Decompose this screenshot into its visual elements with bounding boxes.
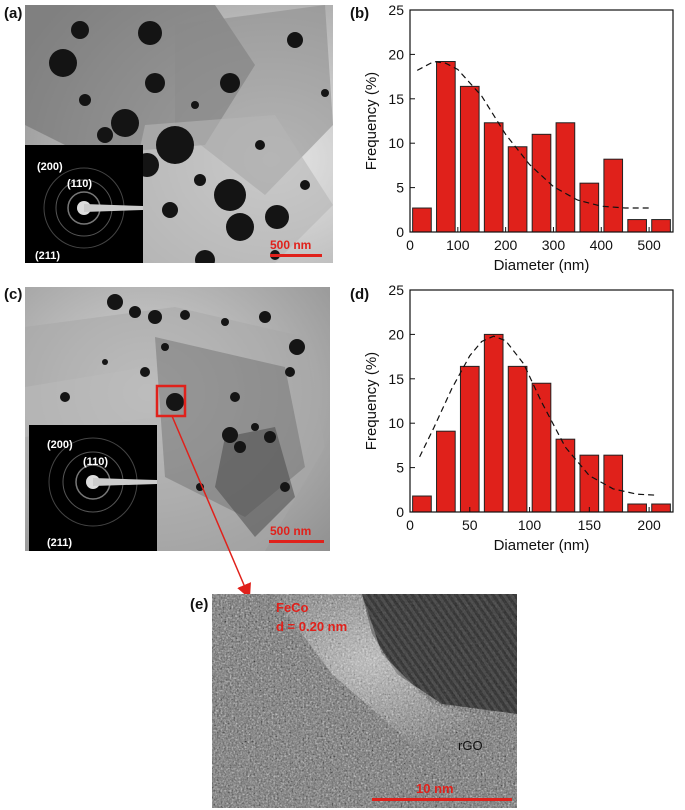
x-tick-label: 0 bbox=[406, 517, 414, 533]
x-tick-label: 150 bbox=[578, 517, 602, 533]
histogram-bar bbox=[627, 503, 647, 513]
scale-bar-e-label: 10 nm bbox=[416, 781, 454, 796]
scale-bar-c: 500 nm bbox=[269, 524, 324, 543]
x-tick-label: 500 bbox=[637, 237, 661, 253]
saed-inset-a: (200) (110) (211) bbox=[25, 145, 143, 263]
x-axis-label: Diameter (nm) bbox=[494, 537, 590, 554]
histogram-bar bbox=[603, 454, 624, 513]
histogram-bar bbox=[436, 430, 456, 513]
y-tick-label: 10 bbox=[388, 135, 404, 151]
histogram-bar bbox=[531, 382, 552, 513]
panel-label-c: (c) bbox=[4, 286, 23, 303]
panel-label-e: (e) bbox=[190, 596, 209, 613]
saed-c-110: (110) bbox=[83, 456, 108, 468]
y-axis-label: Frequency (%) bbox=[363, 72, 380, 170]
scale-bar-a-label: 500 nm bbox=[270, 238, 311, 252]
histogram-bar bbox=[651, 503, 671, 513]
saed-c-211: (211) bbox=[47, 537, 72, 549]
y-tick-label: 15 bbox=[388, 371, 404, 387]
histogram-bar bbox=[483, 333, 504, 513]
hrtem-image-e: FeCo d = 0.20 nm rGO 10 nm bbox=[212, 594, 517, 808]
panel-label-a: (a) bbox=[4, 5, 23, 22]
scale-bar-a: 500 nm bbox=[270, 238, 322, 257]
tem-image-a: (200) (110) (211) 500 nm bbox=[25, 5, 333, 263]
plot-frame bbox=[409, 9, 674, 233]
x-tick-label: 100 bbox=[518, 517, 542, 533]
annot-feco: FeCo bbox=[276, 600, 309, 615]
y-axis-label: Frequency (%) bbox=[363, 352, 380, 450]
plot-frame bbox=[409, 289, 674, 513]
x-tick-label: 0 bbox=[406, 237, 414, 253]
y-tick-label: 0 bbox=[396, 224, 404, 240]
x-tick-label: 200 bbox=[637, 517, 661, 533]
y-tick-label: 25 bbox=[388, 2, 404, 18]
x-tick-label: 200 bbox=[494, 237, 518, 253]
saed-a-200: (200) bbox=[37, 161, 63, 173]
annot-d-spacing: d = 0.20 nm bbox=[276, 619, 347, 634]
y-tick-label: 25 bbox=[388, 282, 404, 298]
selection-box bbox=[155, 384, 187, 418]
fit-curve bbox=[419, 335, 656, 496]
histogram-bar bbox=[507, 365, 528, 513]
x-tick-label: 300 bbox=[542, 237, 566, 253]
histogram-b: 0 100 200 300 400 500 0 5 10 15 20 25 Diameter (nm) F… bbox=[363, 2, 674, 274]
x-tick-label: 100 bbox=[446, 237, 470, 253]
x-tick-label: 400 bbox=[590, 237, 614, 253]
saed-c-200: (200) bbox=[47, 439, 73, 451]
annot-rgo: rGO bbox=[458, 738, 483, 753]
y-tick-label: 0 bbox=[396, 504, 404, 520]
saed-a-110: (110) bbox=[67, 178, 92, 190]
x-axis-label: Diameter (nm) bbox=[494, 257, 590, 274]
fit-curve bbox=[416, 60, 650, 209]
y-tick-label: 10 bbox=[388, 415, 404, 431]
x-tick-label: 50 bbox=[462, 517, 478, 533]
histogram-bar bbox=[459, 365, 480, 513]
scale-bar-e: 10 nm bbox=[372, 781, 512, 801]
scale-bar-c-label: 500 nm bbox=[270, 524, 311, 538]
histogram-bar bbox=[555, 438, 576, 513]
panel-label-b: (b) bbox=[350, 5, 370, 22]
histogram-bar bbox=[579, 454, 600, 513]
y-tick-label: 5 bbox=[396, 180, 404, 196]
saed-inset-c: (200) (110) (211) bbox=[29, 425, 157, 551]
y-tick-label: 20 bbox=[388, 326, 404, 342]
y-tick-label: 20 bbox=[388, 46, 404, 62]
histogram-d: 0 50 100 150 200 0 5 10 15 20 25 Diameter (nm) Frequ… bbox=[363, 282, 674, 554]
saed-a-211: (211) bbox=[35, 250, 60, 262]
y-tick-label: 15 bbox=[388, 91, 404, 107]
tem-image-c: (200) (110) (211) 500 nm bbox=[25, 287, 330, 551]
panel-label-d: (d) bbox=[350, 286, 370, 303]
y-tick-label: 5 bbox=[396, 460, 404, 476]
histogram-bar bbox=[412, 495, 432, 513]
